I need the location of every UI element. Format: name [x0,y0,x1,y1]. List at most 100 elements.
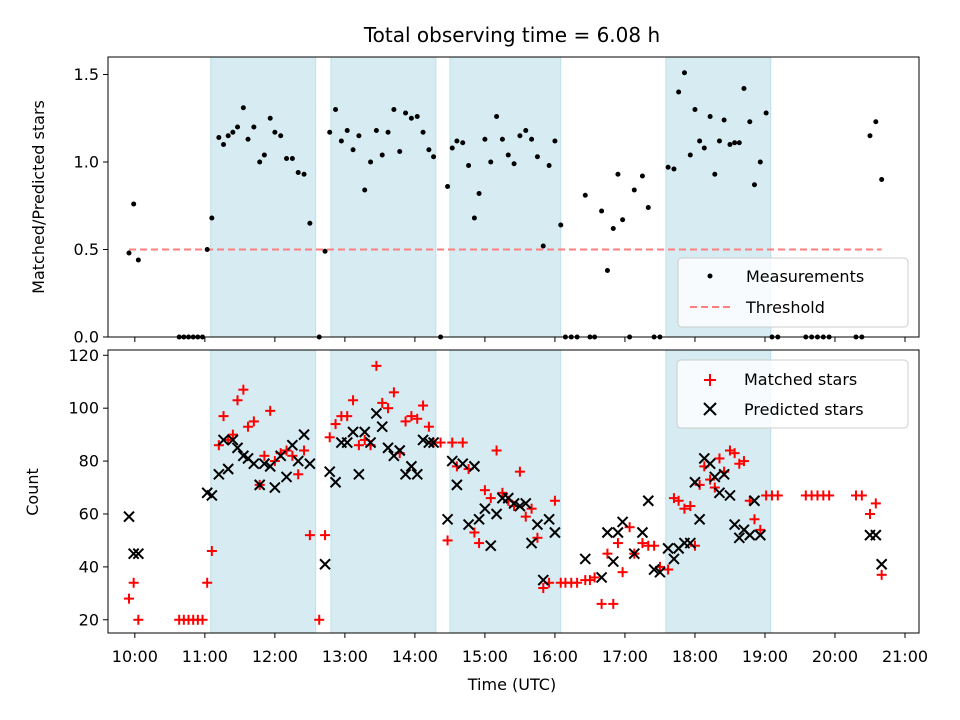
measurement-points [126,70,885,340]
predicted-star-point [628,547,640,560]
matched-star-point [124,593,135,604]
x-tick-label: 13:00 [322,647,368,666]
measurement-point [379,152,385,158]
predicted-star-point [733,532,746,544]
measurement-point [350,147,356,153]
measurement-point [707,114,713,119]
predicted-star-point [319,558,331,570]
matched-star-point [497,487,508,498]
matched-star-point [520,511,531,522]
predicted-star-point [537,574,549,586]
predicted-star-point [329,476,342,488]
legend-measurement-marker [707,273,713,279]
matched-star-point [608,598,619,609]
measurement-point [322,248,328,254]
matched-star-point [265,405,276,416]
measurement-point [763,110,769,116]
matched-star-point [259,450,270,461]
predicted-star-point [370,407,383,420]
predicted-star-point [347,426,359,438]
matched-star-point [202,577,213,588]
measurement-point [344,128,350,133]
predicted-star-point [258,458,271,470]
matched-star-point [602,548,613,559]
measurement-point [692,107,698,112]
bottom-legend: Matched stars Predicted stars [676,359,909,429]
measurement-point [665,164,671,170]
predicted-star-point [601,526,614,539]
measurement-point [671,166,677,172]
matched-star-point [330,419,341,430]
matched-star-point [435,437,446,448]
predicted-star-point [127,547,140,560]
y-tick-label: 40 [79,557,99,576]
measurement-point [289,156,295,161]
top-panel: 0.0 0.5 1.0 1.5 Matched/Predicted stars Mea… [29,56,920,347]
matched-star-point [729,448,740,459]
measurement-point [517,133,523,139]
measurement-point [135,257,141,263]
matched-star-point [206,546,217,557]
measurement-point [373,128,379,133]
x-axis-label: Time (UTC) [467,675,556,694]
measurement-point [204,247,210,252]
predicted-star-point [231,442,244,454]
shaded-interval [449,56,562,338]
predicted-star-point [462,518,475,531]
x-tick-label: 16:00 [532,647,578,666]
bottom-y-axis: 20 40 60 80 100 120 [68,346,108,629]
predicted-star-point [394,444,406,457]
predicted-star-point [206,489,218,502]
shaded-interval [210,349,317,634]
matched-star-point [538,583,549,594]
predicted-star-point [595,571,608,584]
predicted-star-point [364,436,377,449]
measurement-point [751,182,757,188]
matched-star-point [314,614,325,625]
bottom-legend-box [676,359,909,429]
predicted-star-point [525,537,538,549]
measurement-point [221,142,227,147]
matched-star-point [406,411,417,422]
matched-star-point [549,495,560,506]
predicted-star-point [274,450,287,462]
matched-star-point [469,527,480,538]
measurement-point [295,170,301,175]
y-tick-label: 120 [68,346,99,365]
matched-star-point [371,360,382,371]
predicted-star-point [451,479,463,491]
matched-star-point [649,540,660,551]
predicted-star-point [280,471,293,483]
predicted-star-point [748,495,761,507]
measurement-point [736,140,742,146]
measurement-point [261,152,267,158]
measurement-point [482,136,488,142]
measurement-point [540,243,546,249]
matched-star-point [596,598,607,609]
measurement-point [534,154,540,160]
matched-star-point [320,530,331,541]
measurement-point [420,129,426,135]
matched-star-point [772,490,783,501]
predicted-star-point [718,468,730,481]
y-tick-label: 80 [79,452,99,471]
matched-star-point [624,522,635,533]
matched-star-point [299,445,310,456]
measurement-point [511,161,517,167]
matched-star-point [663,564,674,575]
matched-star-point [755,524,766,535]
measurement-point [126,250,132,256]
matched-star-point [293,469,304,480]
predicted-star-point [579,553,591,565]
measurement-point [225,133,231,139]
predicted-star-point [264,460,276,473]
predicted-star-point [612,526,624,539]
measurement-point [267,115,273,121]
matched-star-point [197,614,208,625]
matched-star-point [281,445,292,456]
y-tick-label: 0.0 [74,328,99,347]
shaded-interval [210,56,317,338]
measurement-point [235,124,241,130]
matched-star-point [218,411,229,422]
